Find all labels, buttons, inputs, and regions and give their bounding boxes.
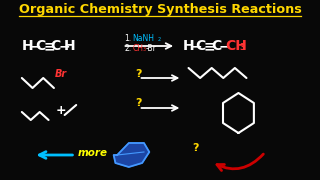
Text: 3: 3 xyxy=(143,47,146,52)
Text: Br: Br xyxy=(55,69,67,79)
Text: −: − xyxy=(219,39,230,53)
Text: −: − xyxy=(58,39,70,53)
Text: ≡: ≡ xyxy=(204,39,215,53)
Text: CH: CH xyxy=(132,44,143,53)
Text: ?: ? xyxy=(135,98,141,108)
Text: ?: ? xyxy=(192,143,199,153)
Text: more: more xyxy=(78,148,108,158)
Text: C: C xyxy=(50,39,60,53)
Text: 1.: 1. xyxy=(124,33,132,42)
Text: H: H xyxy=(64,39,75,53)
Text: −: − xyxy=(190,39,202,53)
Text: ?: ? xyxy=(135,69,141,79)
Text: +: + xyxy=(56,103,66,116)
Text: −: − xyxy=(30,39,42,53)
Text: C: C xyxy=(211,39,221,53)
Text: 2: 2 xyxy=(157,37,160,42)
Text: CH: CH xyxy=(225,39,247,53)
Text: NaNH: NaNH xyxy=(132,33,154,42)
Text: H: H xyxy=(182,39,194,53)
Text: -Br: -Br xyxy=(146,44,156,53)
Text: ≡: ≡ xyxy=(43,39,55,53)
Text: 2.: 2. xyxy=(124,44,132,53)
Text: C: C xyxy=(196,39,206,53)
Text: C: C xyxy=(35,39,45,53)
Text: 3: 3 xyxy=(239,43,245,52)
Polygon shape xyxy=(114,143,149,167)
Text: Organic Chemistry Synthesis Reactions: Organic Chemistry Synthesis Reactions xyxy=(19,3,301,15)
Text: H: H xyxy=(22,39,34,53)
